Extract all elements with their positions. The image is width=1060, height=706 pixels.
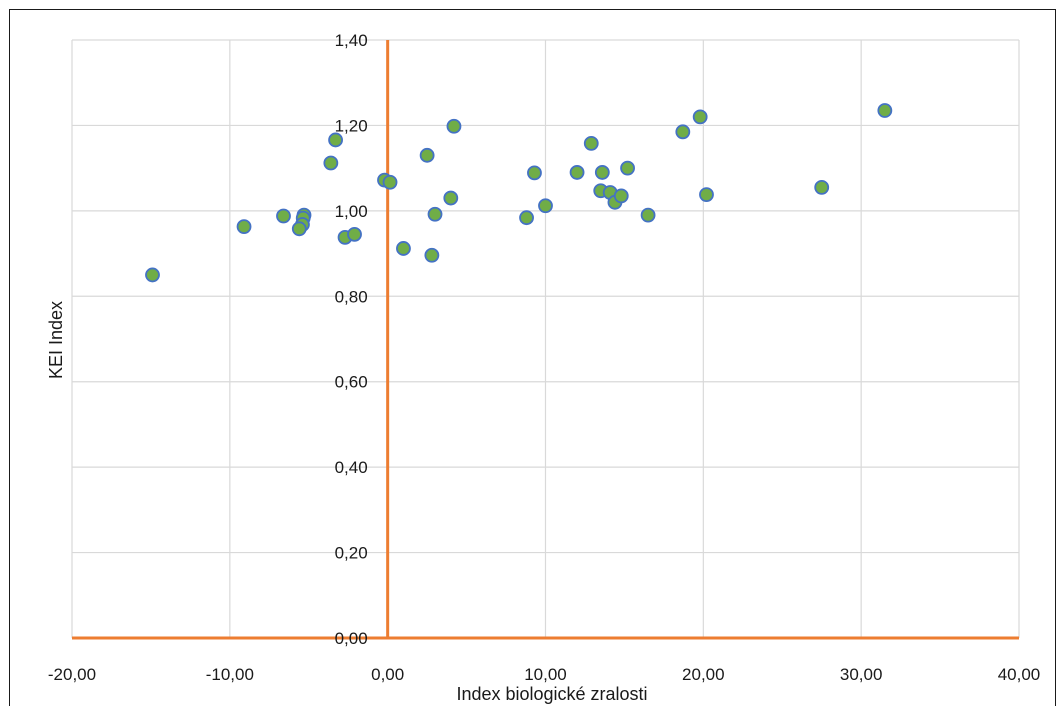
data-points bbox=[145, 103, 893, 283]
y-tick-labels: 0,00 0,20 0,40 0,60 0,80 1,00 1,20 1,40 bbox=[335, 31, 368, 648]
data-point bbox=[620, 160, 635, 176]
data-point bbox=[583, 135, 599, 151]
data-point bbox=[877, 103, 893, 118]
data-point bbox=[519, 210, 534, 226]
data-point bbox=[427, 206, 443, 222]
data-point bbox=[640, 207, 656, 223]
data-point bbox=[527, 165, 542, 181]
y-tick-label: 1,00 bbox=[335, 202, 368, 221]
data-point bbox=[538, 198, 553, 214]
y-tick-label: 0,80 bbox=[335, 287, 368, 306]
y-tick-label: 0,20 bbox=[335, 544, 368, 563]
data-point bbox=[328, 132, 343, 148]
data-point bbox=[594, 165, 610, 180]
x-tick-label: 40,00 bbox=[998, 665, 1041, 684]
data-point bbox=[276, 208, 291, 224]
data-point bbox=[569, 165, 585, 180]
data-point bbox=[446, 118, 462, 134]
data-point bbox=[291, 221, 307, 237]
data-point bbox=[424, 247, 440, 263]
x-tick-label: 20,00 bbox=[682, 665, 725, 684]
data-point bbox=[145, 267, 160, 283]
x-tick-labels: -20,00 -10,00 0,00 10,00 20,00 30,00 40,00 bbox=[48, 665, 1040, 684]
data-point bbox=[699, 187, 714, 203]
y-axis-title: KEI Index bbox=[46, 301, 66, 379]
data-point bbox=[347, 226, 362, 242]
x-tick-label: 0,00 bbox=[371, 665, 404, 684]
data-point bbox=[692, 109, 708, 125]
x-tick-label: -10,00 bbox=[206, 665, 254, 684]
data-point bbox=[396, 241, 411, 256]
axes bbox=[72, 40, 1019, 640]
grid-lines bbox=[71, 39, 1020, 638]
data-point bbox=[419, 147, 435, 163]
y-tick-label: 0,60 bbox=[335, 373, 368, 392]
x-tick-label: -20,00 bbox=[48, 665, 96, 684]
y-tick-label: 1,40 bbox=[335, 31, 368, 50]
x-axis-title: Index biologické zralosti bbox=[456, 684, 647, 704]
data-point bbox=[236, 219, 252, 235]
x-tick-label: 10,00 bbox=[524, 665, 567, 684]
y-tick-label: 0,00 bbox=[335, 629, 368, 648]
data-point bbox=[382, 174, 398, 190]
data-point bbox=[323, 155, 339, 171]
y-tick-label: 0,40 bbox=[335, 458, 368, 477]
data-point bbox=[443, 190, 459, 206]
y-tick-label: 1,20 bbox=[335, 116, 368, 135]
x-tick-label: 30,00 bbox=[840, 665, 883, 684]
data-point bbox=[613, 188, 629, 204]
data-point bbox=[814, 179, 830, 195]
data-point bbox=[675, 124, 691, 140]
